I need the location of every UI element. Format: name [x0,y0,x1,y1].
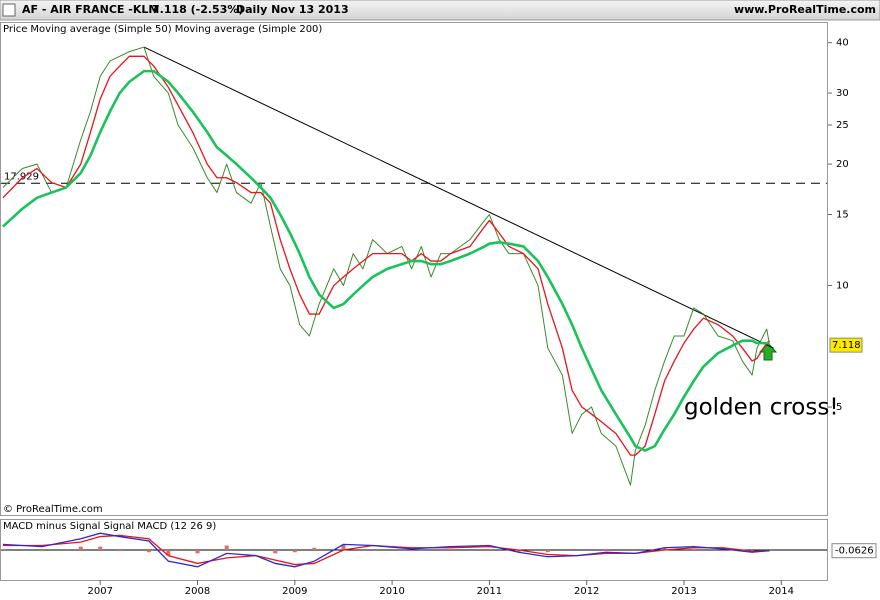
x-tick-label: 2008 [185,586,210,597]
x-tick-label: 2011 [477,586,502,597]
histogram-bar [448,548,453,550]
legend-entry: Moving average (Simple 50) [30,24,171,35]
copyright: © ProRealTime.com [3,504,103,515]
price-panel [0,22,828,516]
y-tick-label: 5 [836,402,842,413]
x-tick-label: 2010 [379,586,404,597]
instrument-title: AF - AIR FRANCE -KLM [22,3,159,16]
legend-entry: Moving average (Simple 200) [175,24,323,35]
trendline [143,46,774,349]
histogram-bar [341,544,346,550]
legend-entry: Price [3,24,27,35]
histogram-bar [146,550,151,553]
period: Daily Nov 13 2013 [236,3,349,16]
header-bar [0,0,880,21]
histogram-bar [117,550,122,552]
last-value-box [829,337,863,353]
source: www.ProRealTime.com [734,3,876,16]
histogram-bar [487,548,492,550]
annotation: golden cross! [684,395,839,421]
series-line [2,55,771,456]
histogram-bar [720,550,725,552]
y-tick-label: 15 [836,210,849,221]
series-line [2,69,770,452]
histogram-bar [292,550,297,553]
histogram-bar [691,548,696,550]
x-tick-label: 2012 [574,586,599,597]
series-line [2,46,771,486]
x-tick-label: 2007 [87,586,112,597]
last-value-label: 7.118 [832,340,861,351]
y-tick-label: 10 [836,281,849,292]
histogram-bar [545,550,550,553]
legend-entry: Signal [103,521,134,532]
last-change: 7.118 (-2.53%) [152,3,243,16]
histogram-bar [516,550,521,553]
legend-entry: MACD minus Signal [3,521,100,532]
histogram-bar [312,547,317,550]
y-tick-label: 25 [836,120,849,131]
histogram-bar [39,550,44,552]
x-tick-label: 2014 [769,586,794,597]
y-tick-label: 20 [836,159,849,170]
macd-line [2,532,770,568]
macd-panel [0,519,828,581]
histogram-bar [98,546,103,550]
histogram-bar [78,546,83,550]
y-tick-label: 40 [836,38,849,49]
histogram-bar [195,550,200,554]
macd-value-label: -0.0626 [835,546,874,557]
histogram-bar [662,547,667,550]
x-tick-label: 2009 [282,586,307,597]
histogram-bar [604,548,609,550]
macd-value-box [831,543,877,559]
macd-line [2,534,770,566]
header-icon [2,3,16,17]
histogram-bar [166,550,171,556]
y-tick-label: 30 [836,88,849,99]
level-label: 17.929 [4,171,39,182]
histogram-bar [273,550,278,554]
legend-entry: MACD (12 26 9) [137,521,216,532]
histogram-bar [224,545,229,550]
histogram-bar [0,548,5,550]
histogram-bar [409,550,414,552]
x-tick-label: 2013 [671,586,696,597]
